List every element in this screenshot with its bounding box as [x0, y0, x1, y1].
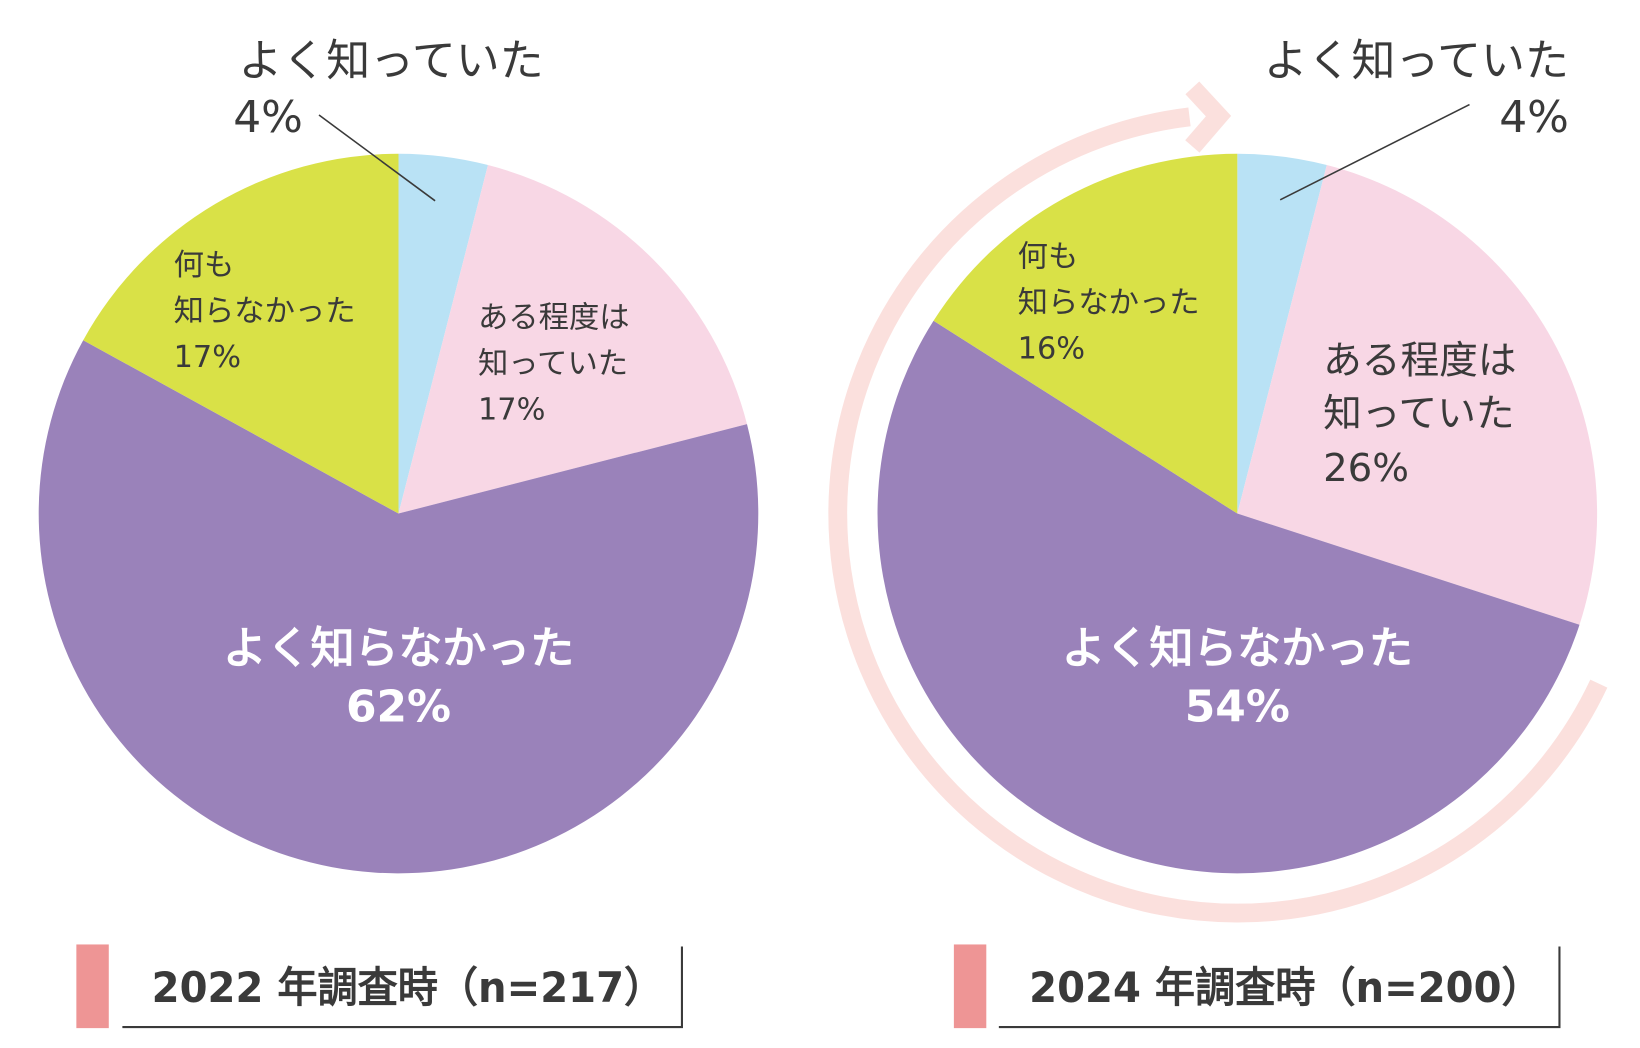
- title-frame: [122, 946, 683, 1029]
- slice-label: ある程度は: [1323, 338, 1516, 383]
- leader-line: [1279, 103, 1470, 201]
- slice-value: 17%: [478, 392, 545, 427]
- slice-label: 知らなかった: [174, 294, 356, 329]
- pie-2024: [877, 153, 1598, 874]
- slice-label: 知っていた: [478, 346, 628, 381]
- legend-bar: [76, 944, 109, 1029]
- slice-value: 54%: [1185, 682, 1290, 733]
- slice-label: ある程度は: [478, 300, 630, 335]
- slice-label: 知っていた: [1323, 392, 1515, 437]
- labels-2024: よく知っていた 4% ある程度は 知っていた 26% よく知らなかった 54% …: [1018, 35, 1569, 732]
- pie-slice: [38, 340, 759, 874]
- pie-slice: [398, 165, 747, 514]
- pie-2022: [38, 153, 759, 874]
- slice-label: よく知らなかった: [223, 623, 574, 674]
- circular-arrow-icon: [828, 81, 1608, 923]
- pie-slice: [83, 153, 399, 514]
- pie-slice: [933, 153, 1238, 514]
- slice-value: 16%: [1018, 332, 1085, 367]
- slice-label: よく知っていた: [238, 35, 543, 86]
- slice-value: 17%: [174, 340, 241, 375]
- slice-value: 26%: [1323, 446, 1409, 491]
- title-frame: [998, 946, 1561, 1029]
- pie-slice: [877, 320, 1580, 874]
- chart-title: 2022 年調査時（n=217）: [152, 963, 664, 1012]
- pie-slice: [1237, 153, 1327, 514]
- slice-label: よく知っていた: [1264, 35, 1569, 86]
- pie-slice: [1237, 165, 1598, 625]
- slice-value: 4%: [1499, 92, 1569, 143]
- title-2022: 2022 年調査時（n=217）: [76, 944, 683, 1029]
- slice-label: 何も: [174, 248, 235, 283]
- slice-label: よく知らなかった: [1062, 623, 1413, 674]
- title-2024: 2024 年調査時（n=200）: [953, 944, 1561, 1029]
- labels-2022: よく知っていた 4% ある程度は 知っていた 17% よく知らなかった 62% …: [174, 35, 630, 732]
- slice-value: 62%: [346, 682, 451, 733]
- legend-bar: [953, 944, 987, 1029]
- slice-label: 知らなかった: [1018, 286, 1200, 321]
- slice-label: 何も: [1018, 240, 1079, 275]
- leader-line: [318, 114, 436, 202]
- pie-slice: [398, 153, 488, 514]
- slice-value: 4%: [233, 92, 303, 143]
- chart-title: 2024 年調査時（n=200）: [1029, 963, 1541, 1012]
